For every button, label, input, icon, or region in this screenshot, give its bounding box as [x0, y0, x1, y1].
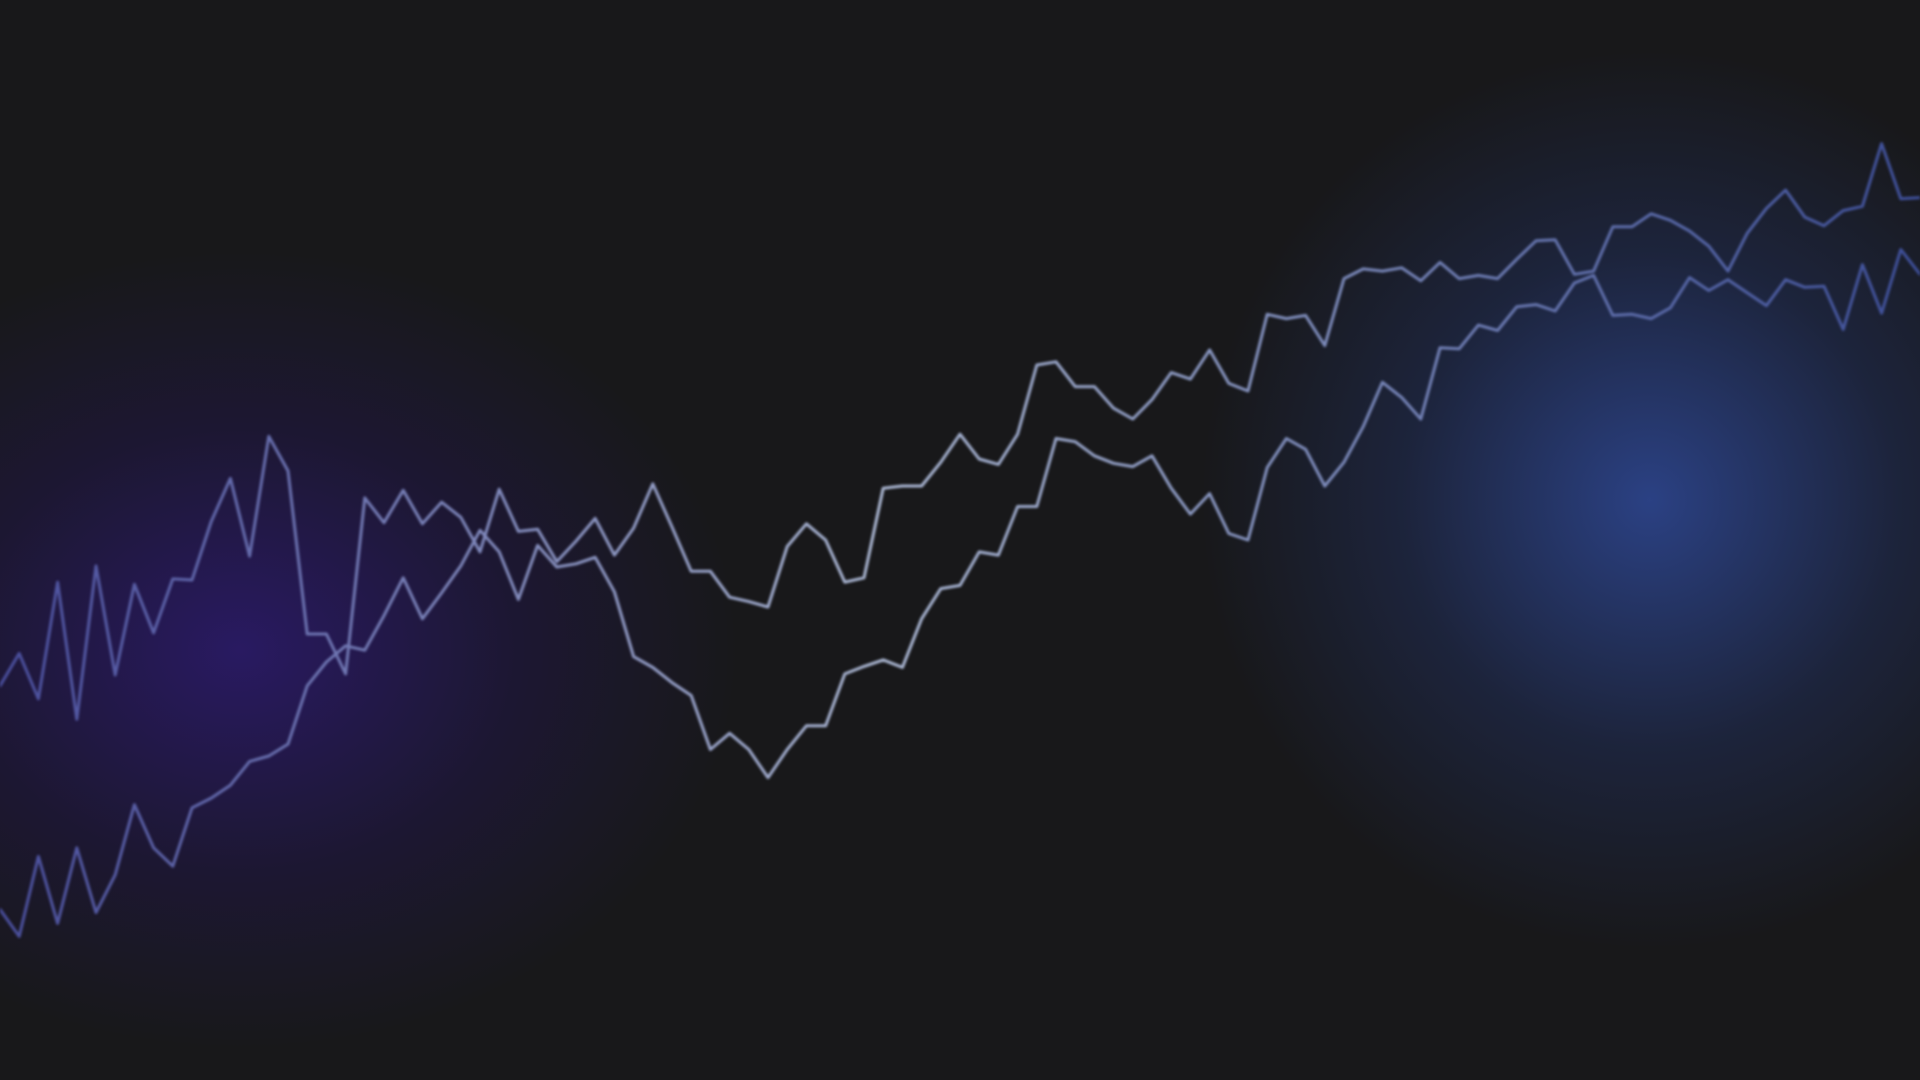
series-line-2 [0, 248, 1920, 938]
series-group [0, 142, 1920, 938]
series-line-1 [0, 142, 1920, 721]
